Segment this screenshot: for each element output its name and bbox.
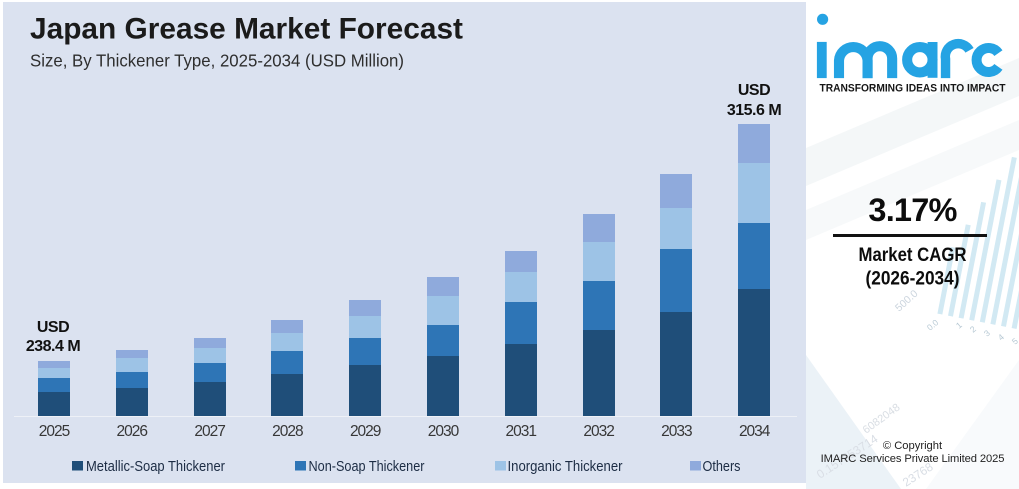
svg-text:4: 4 bbox=[996, 332, 1006, 343]
svg-text:Non-Soap Thickener: Non-Soap Thickener bbox=[309, 458, 425, 475]
svg-text:(2026-2034): (2026-2034) bbox=[866, 269, 960, 290]
svg-text:Japan Grease Market Forecast: Japan Grease Market Forecast bbox=[30, 13, 463, 46]
svg-text:6082048: 6082048 bbox=[861, 402, 903, 437]
svg-text:Market CAGR: Market CAGR bbox=[859, 244, 967, 266]
svg-text:Inorganic Thickener: Inorganic Thickener bbox=[508, 458, 623, 475]
svg-text:3: 3 bbox=[982, 328, 992, 339]
svg-text:2: 2 bbox=[968, 324, 978, 335]
svg-text:0.0: 0.0 bbox=[925, 317, 941, 332]
svg-text:5: 5 bbox=[1010, 336, 1019, 347]
svg-text:1: 1 bbox=[954, 320, 964, 331]
svg-text:Metallic-Soap Thickener: Metallic-Soap Thickener bbox=[86, 458, 225, 475]
svg-text:Size, By Thickener Type, 2025-: Size, By Thickener Type, 2025-2034 (USD … bbox=[30, 51, 404, 71]
svg-text:Others: Others bbox=[703, 458, 741, 475]
svg-text:TRANSFORMING IDEAS INTO IMPACT: TRANSFORMING IDEAS INTO IMPACT bbox=[820, 83, 1006, 95]
